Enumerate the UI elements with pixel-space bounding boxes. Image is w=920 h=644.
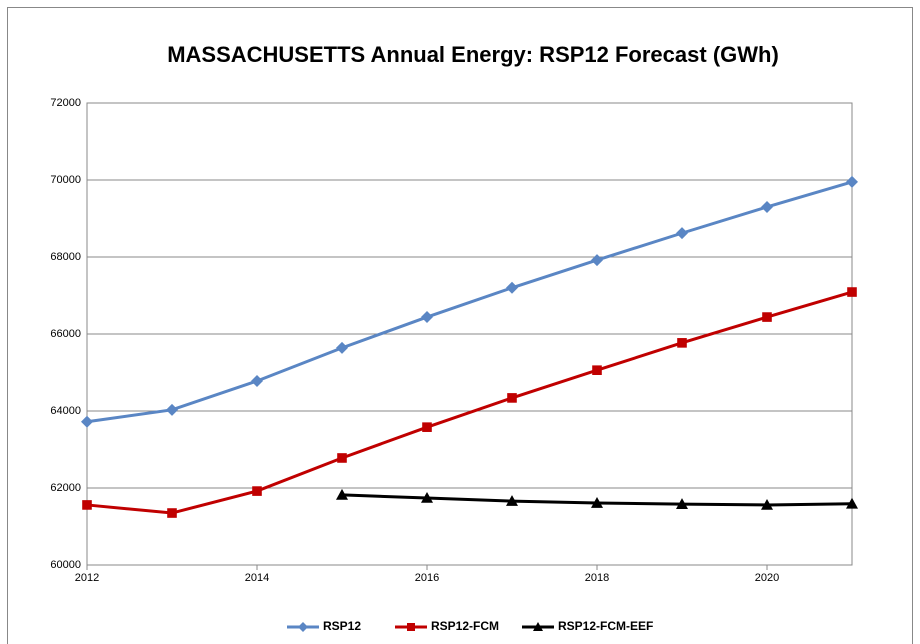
series-line: [86, 290, 853, 515]
x-tick-label: 2020: [755, 572, 779, 584]
marker: [507, 393, 517, 403]
y-tick-label: 70000: [50, 174, 81, 186]
legend-label: RSP12: [323, 619, 361, 633]
marker: [592, 365, 602, 375]
marker: [847, 287, 857, 297]
y-tick-label: 68000: [50, 251, 81, 263]
plot-frame: [86, 102, 853, 566]
marker: [251, 374, 263, 387]
legend-label: RSP12-FCM: [431, 619, 499, 633]
chart-title: MASSACHUSETTS Annual Energy: RSP12 Forec…: [167, 42, 779, 67]
marker: [761, 200, 773, 213]
legend-label: RSP12-FCM-EEF: [558, 619, 653, 633]
marker: [252, 486, 262, 496]
marker: [82, 500, 92, 510]
marker: [336, 341, 348, 354]
marker: [591, 497, 603, 508]
y-tick-label: 64000: [50, 405, 81, 417]
marker: [337, 453, 347, 463]
marker: [506, 495, 518, 506]
y-tick-label: 72000: [50, 97, 81, 109]
marker: [676, 498, 688, 509]
y-tick-label: 62000: [50, 482, 81, 494]
chart-frame: [7, 7, 913, 644]
marker: [421, 492, 433, 503]
marker: [167, 508, 177, 518]
y-tick-label: 66000: [50, 328, 81, 340]
legend-marker: [533, 622, 543, 631]
marker: [591, 254, 603, 267]
marker: [846, 175, 858, 188]
x-tick-label: 2012: [75, 572, 99, 584]
marker: [846, 497, 858, 509]
x-tick-label: 2014: [245, 572, 269, 584]
x-tick-label: 2016: [415, 572, 439, 584]
marker: [336, 488, 348, 500]
series-line: [86, 180, 853, 424]
marker: [421, 311, 433, 324]
marker: [81, 415, 93, 428]
x-tick-label: 2018: [585, 572, 609, 584]
marker: [676, 227, 688, 240]
y-tick-label: 60000: [50, 559, 81, 571]
marker: [506, 281, 518, 294]
marker: [762, 312, 772, 322]
marker: [677, 338, 687, 348]
marker: [422, 422, 432, 432]
legend-marker: [407, 623, 415, 631]
legend-marker: [298, 622, 308, 632]
marker: [761, 498, 773, 510]
marker: [166, 403, 178, 416]
